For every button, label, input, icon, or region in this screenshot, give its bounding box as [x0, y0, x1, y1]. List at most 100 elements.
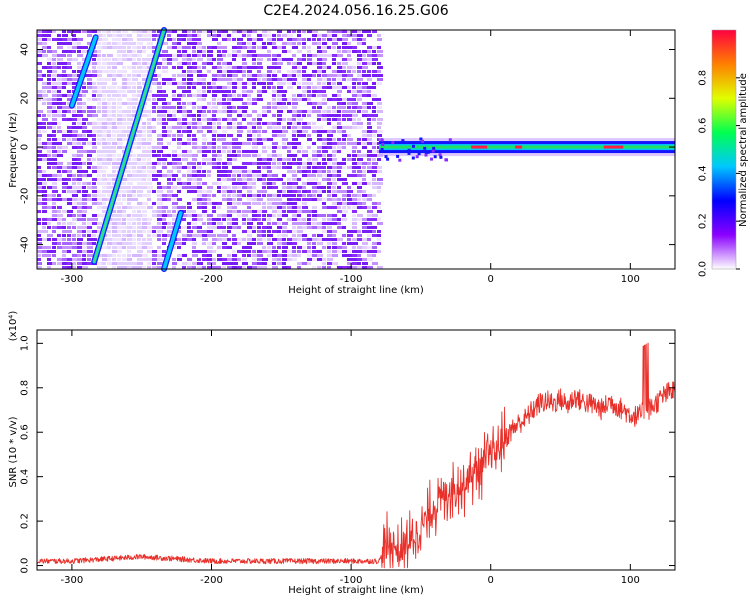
noise-cell — [52, 190, 58, 193]
noise-cell — [157, 86, 162, 89]
noise-cell — [357, 90, 362, 93]
noise-cell — [322, 158, 326, 161]
noise-cell — [367, 238, 371, 241]
noise-cell — [77, 218, 82, 221]
noise-cell — [117, 102, 123, 105]
noise-cell — [82, 234, 86, 237]
noise-cell — [322, 78, 327, 81]
noise-cell — [42, 218, 47, 221]
noise-cell — [177, 258, 182, 261]
noise-cell — [222, 134, 226, 137]
noise-cell — [337, 90, 342, 93]
noise-cell — [182, 78, 186, 81]
noise-cell — [342, 70, 346, 73]
noise-cell — [117, 58, 123, 61]
noise-cell — [187, 226, 191, 229]
noise-cell — [157, 158, 162, 161]
noise-cell — [252, 242, 256, 245]
noise-cell — [107, 182, 111, 185]
noise-cell — [342, 106, 346, 109]
noise-cell — [107, 74, 112, 77]
x-tick-label: 0 — [488, 274, 494, 285]
noise-cell — [67, 186, 73, 189]
noise-cell — [87, 258, 91, 261]
noise-cell — [137, 74, 141, 77]
noise-cell — [37, 250, 42, 253]
noise-cell — [282, 230, 287, 233]
noise-cell — [352, 50, 358, 53]
noise-cell — [327, 266, 331, 269]
track-speckle — [401, 139, 405, 143]
noise-cell — [137, 130, 142, 133]
noise-cell — [42, 102, 46, 105]
noise-cell — [257, 78, 261, 81]
noise-cell — [362, 250, 368, 253]
noise-cell — [177, 74, 183, 77]
noise-cell — [77, 106, 82, 109]
noise-cell — [332, 222, 338, 225]
noise-cell — [97, 194, 102, 197]
noise-cell — [272, 178, 277, 181]
noise-cell — [62, 190, 66, 193]
noise-cell — [277, 62, 283, 65]
noise-cell — [82, 194, 88, 197]
noise-cell — [52, 198, 58, 201]
noise-cell — [92, 126, 98, 129]
noise-cell — [362, 226, 368, 229]
noise-cell — [282, 98, 287, 101]
noise-cell — [37, 222, 41, 225]
noise-cell — [312, 242, 316, 245]
noise-cell — [57, 178, 63, 181]
noise-cell — [122, 30, 128, 33]
noise-cell — [112, 122, 116, 125]
noise-cell — [247, 94, 251, 97]
noise-cell — [192, 126, 197, 129]
noise-cell — [42, 210, 47, 213]
noise-cell — [127, 166, 133, 169]
noise-cell — [162, 134, 168, 137]
snr-frame — [36, 329, 676, 571]
noise-cell — [297, 66, 301, 69]
noise-cell — [267, 186, 273, 189]
noise-cell — [72, 266, 76, 269]
noise-cell — [327, 78, 331, 81]
noise-cell — [47, 34, 51, 37]
noise-cell — [297, 122, 301, 125]
noise-cell — [157, 234, 161, 237]
noise-cell — [227, 218, 233, 221]
noise-cell — [112, 230, 117, 233]
noise-cell — [202, 118, 207, 121]
noise-cell — [147, 170, 153, 173]
noise-cell — [332, 238, 338, 241]
noise-cell — [137, 142, 143, 145]
noise-cell — [367, 210, 373, 213]
noise-cell — [182, 254, 187, 257]
noise-cell — [287, 98, 291, 101]
noise-cell — [52, 174, 58, 177]
noise-cell — [127, 110, 131, 113]
noise-cell — [37, 154, 42, 157]
noise-cell — [212, 238, 218, 241]
noise-cell — [277, 126, 281, 129]
noise-cell — [362, 230, 367, 233]
noise-cell — [72, 218, 78, 221]
noise-cell — [372, 242, 378, 245]
noise-cell — [57, 214, 63, 217]
noise-cell — [357, 250, 362, 253]
noise-cell — [77, 238, 83, 241]
noise-cell — [192, 34, 198, 37]
noise-cell — [147, 46, 152, 49]
noise-cell — [102, 262, 106, 265]
noise-cell — [347, 42, 351, 45]
noise-cell — [227, 262, 233, 265]
signal-track-core — [379, 145, 675, 149]
noise-cell — [277, 38, 283, 41]
noise-cell — [337, 130, 343, 133]
noise-cell — [267, 74, 271, 77]
noise-cell — [322, 150, 328, 153]
noise-cell — [227, 238, 231, 241]
noise-cell — [287, 198, 293, 201]
noise-cell — [117, 242, 123, 245]
noise-cell — [77, 250, 82, 253]
noise-cell — [227, 66, 233, 69]
